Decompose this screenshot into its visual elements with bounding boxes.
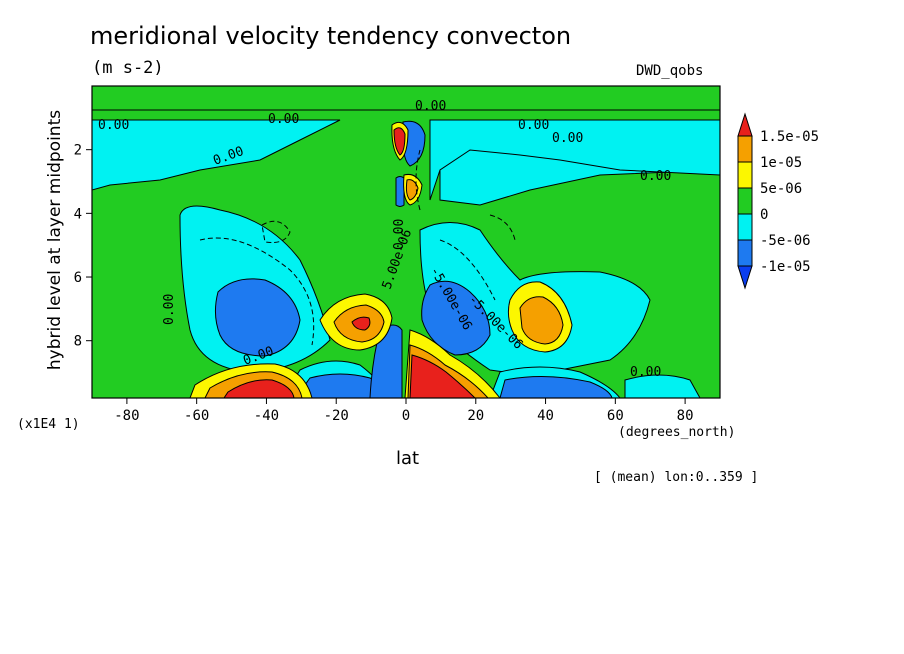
contour-label-2: 0.00: [415, 99, 446, 114]
x-tick-label-6: 40: [537, 408, 554, 424]
blue-region-1: [421, 280, 491, 356]
y-tick-label-1: 4: [74, 206, 82, 222]
y-tick-label-3: 8: [74, 334, 82, 350]
colorbar-swatch-2: [737, 161, 753, 189]
x-tick-label-0: -80: [114, 408, 139, 424]
positive-region-5: [351, 316, 371, 331]
colorbar-label-0: 1.5e-05: [760, 129, 819, 145]
y-tick-label-2: 6: [74, 270, 82, 286]
x-axis-label: lat: [396, 448, 420, 469]
contour-label-1: 0.00: [268, 112, 299, 127]
contour-label-7: 0.00: [162, 294, 177, 325]
positive-region-8: [409, 354, 476, 398]
colorbar-label-3: 0: [760, 207, 768, 223]
x-tick-label-8: 80: [677, 408, 694, 424]
x-tick-label-3: -20: [324, 408, 349, 424]
x-axis-units: (degrees_north): [618, 425, 736, 440]
contour-label-9: 0.00: [630, 365, 661, 380]
positive-region-14: [405, 179, 419, 201]
contour-label-10: 0.00: [640, 169, 671, 184]
x-tick-label-4: 0: [402, 408, 410, 424]
dashed-contour-0: [199, 237, 315, 346]
contour-label-4: 0.00: [552, 131, 583, 146]
contour-label-0: 0.00: [98, 118, 129, 133]
chart-title: meridional velocity tendency convecton: [90, 22, 572, 50]
colorbar-label-5: -1e-05: [760, 259, 811, 275]
contour-label-3: 0.00: [518, 118, 549, 133]
x-tick-label-5: 20: [467, 408, 484, 424]
x-axis-ticks: -80 -60 -40 -20 0 20 40 60 80: [114, 398, 694, 424]
cyan-region-2: [429, 119, 720, 201]
x-tick-label-1: -60: [184, 408, 209, 424]
colorbar-swatch-4: [737, 213, 753, 241]
filled-contour-field: 0.00 0.000.000.000.000.000.000.000.000.00…: [92, 86, 720, 398]
cyan-region-1: [92, 119, 341, 191]
cyan-region-7: [624, 374, 701, 398]
colorbar: 1.5e-05 1e-05 5e-06 0 -5e-06 -1e-05: [737, 112, 819, 290]
dashed-contour-4: [489, 214, 516, 241]
colorbar-swatch-3: [737, 187, 753, 215]
x-tick-label-2: -40: [254, 408, 279, 424]
colorbar-top-arrow: [737, 112, 753, 137]
blue-region-3: [499, 375, 613, 398]
chart-units: (m s-2): [92, 58, 164, 78]
dashed-contour-2: [261, 220, 291, 243]
colorbar-label-1: 1e-05: [760, 155, 802, 171]
y-axis-scale-note: (x1E4 1): [17, 417, 80, 432]
positive-region-12: [393, 127, 406, 156]
positive-region-2: [223, 379, 295, 398]
x-tick-label-7: 60: [607, 408, 624, 424]
contour-label-13: 0.00: [392, 219, 407, 250]
colorbar-label-2: 5e-06: [760, 181, 802, 197]
blue-region-6: [395, 176, 405, 207]
colorbar-label-4: -5e-06: [760, 233, 811, 249]
y-tick-label-0: 2: [74, 143, 82, 159]
colorbar-swatch-5: [737, 239, 753, 267]
colorbar-swatch-1: [737, 135, 753, 163]
positive-region-10: [519, 296, 564, 345]
blue-region-0: [214, 278, 301, 357]
averaging-footnote: [ (mean) lon:0..359 ]: [594, 470, 759, 485]
dashed-contour-1: [439, 239, 496, 301]
data-source-label: DWD_qobs: [636, 63, 704, 79]
colorbar-bottom-arrow: [737, 265, 753, 290]
y-axis-ticks: 2 4 6 8: [74, 143, 92, 350]
